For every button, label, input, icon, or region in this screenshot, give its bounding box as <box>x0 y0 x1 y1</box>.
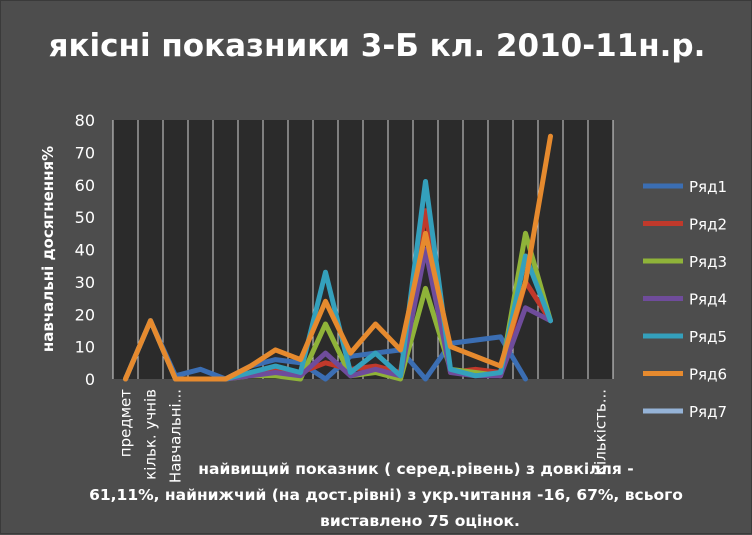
y-tick-label: 20 <box>75 305 95 324</box>
y-tick-label: 70 <box>75 143 95 162</box>
x-axis: предмет кільк. учнів Навчальні... Кількість… <box>117 389 610 483</box>
y-tick-label: 10 <box>75 338 95 357</box>
y-axis: 0 10 20 30 40 50 60 70 80 <box>75 111 95 389</box>
series-line-1 <box>123 318 528 382</box>
y-tick-label: 30 <box>75 273 95 292</box>
legend: Ряд1 Ряд2 Ряд3 Ряд4 Ряд5 Ряд6 Ряд7 <box>643 178 727 421</box>
y-tick-label: 80 <box>75 111 95 130</box>
legend-label-6: Ряд6 <box>689 366 727 384</box>
legend-label-2: Ряд2 <box>689 216 727 234</box>
legend-label-1: Ряд1 <box>689 178 727 196</box>
y-tick-label: 0 <box>85 370 95 389</box>
y-tick-label: 60 <box>75 176 95 195</box>
legend-label-4: Ряд4 <box>689 291 727 309</box>
x-axis-label-line-1: найвищий показник ( серед.рівень) з довк… <box>198 460 633 478</box>
chart-title: якісні показники 3-Б кл. 2010-11н.р. <box>49 28 706 64</box>
legend-label-7: Ряд7 <box>689 403 727 421</box>
series-line-6 <box>123 133 553 382</box>
x-axis-label-line-3: виставлено 75 оцінок. <box>320 512 520 530</box>
x-tick-label: кільк. учнів <box>142 389 160 480</box>
legend-label-5: Ряд5 <box>689 328 727 346</box>
series-lines <box>123 133 553 382</box>
legend-label-3: Ряд3 <box>689 253 727 271</box>
x-tick-label: Кількість... <box>592 389 610 476</box>
x-axis-label-line-2: 61,11%, найнижчий (на дост.рівні) з укр.… <box>89 486 683 504</box>
x-tick-label: Навчальні... <box>167 389 185 483</box>
y-axis-label: навчальні досягнення% <box>39 146 57 352</box>
y-tick-label: 50 <box>75 208 95 227</box>
y-tick-label: 40 <box>75 241 95 260</box>
x-tick-label: предмет <box>117 389 135 457</box>
